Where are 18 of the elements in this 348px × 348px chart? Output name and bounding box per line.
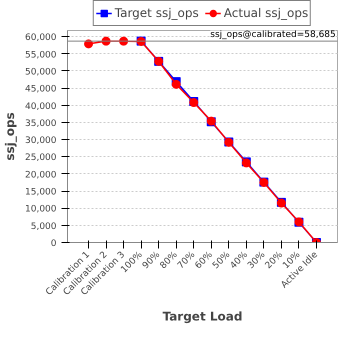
y-tick-label: 50,000 <box>25 67 57 78</box>
y-tick-label: 0 <box>50 239 57 249</box>
y-tick-label: 10,000 <box>25 204 57 215</box>
ref-line-label: ssj_ops@calibrated=58,685 <box>210 30 336 40</box>
y-tick-label: 55,000 <box>25 50 57 60</box>
y-tick-label: 20,000 <box>25 170 57 180</box>
y-tick-label: 5,000 <box>30 222 57 232</box>
y-tick-label: 15,000 <box>25 188 57 198</box>
x-axis-title: Target Load <box>162 309 242 324</box>
y-tick-label: 25,000 <box>25 153 57 164</box>
legend-label: Actual ssj_ops <box>224 6 308 20</box>
y-tick-label: 60,000 <box>25 33 57 44</box>
legend-label: Target ssj_ops <box>114 6 199 20</box>
y-tick-label: 30,000 <box>25 136 57 146</box>
y-tick-label: 40,000 <box>25 102 57 112</box>
y-tick-label: 35,000 <box>25 118 57 129</box>
y-tick-label: 45,000 <box>25 84 57 95</box>
y-axis-title: ssj_ops <box>3 112 18 161</box>
